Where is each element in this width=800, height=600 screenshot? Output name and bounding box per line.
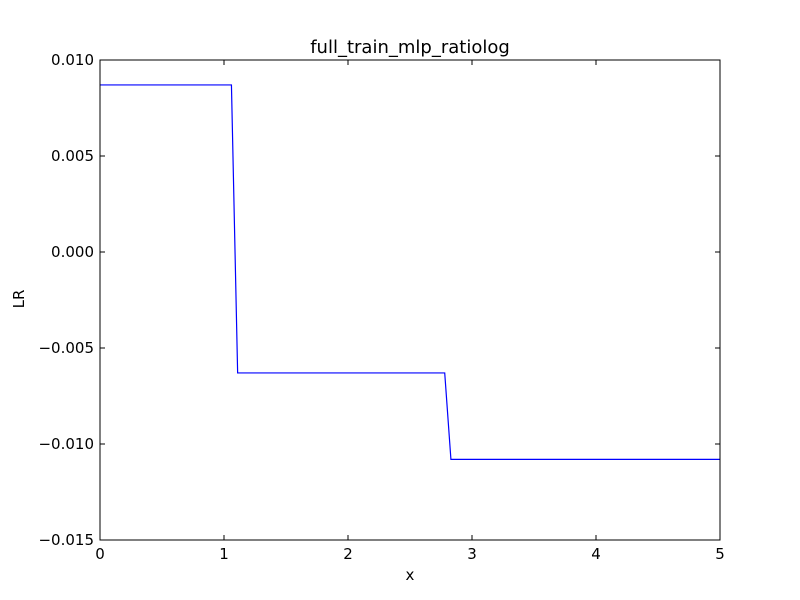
x-tick-label-1: 1 <box>219 545 229 563</box>
y-tick-label-3: 0.000 <box>51 243 94 261</box>
plot-area: 0 1 2 3 4 5 −0.015 −0.010 −0.005 0.000 0.005 0.010 <box>38 51 724 563</box>
x-tick-label-0: 0 <box>95 545 105 563</box>
x-tick-label-3: 3 <box>467 545 477 563</box>
plot-frame <box>99 59 721 541</box>
y-tick-label-0: −0.015 <box>38 531 94 549</box>
series-line-0 <box>100 84 720 460</box>
x-tick-label-5: 5 <box>715 545 725 563</box>
x-tick-label-4: 4 <box>591 545 601 563</box>
y-tick-label-2: −0.005 <box>38 339 94 357</box>
x-axis-label: x <box>406 566 415 584</box>
y-tick-label-5: 0.010 <box>51 51 94 69</box>
chart-title: full_train_mlp_ratiolog <box>310 37 510 58</box>
y-axis-label: LR <box>10 290 28 309</box>
y-tick-label-1: −0.010 <box>38 435 94 453</box>
x-tick-label-2: 2 <box>343 545 353 563</box>
y-tick-label-4: 0.005 <box>51 147 94 165</box>
